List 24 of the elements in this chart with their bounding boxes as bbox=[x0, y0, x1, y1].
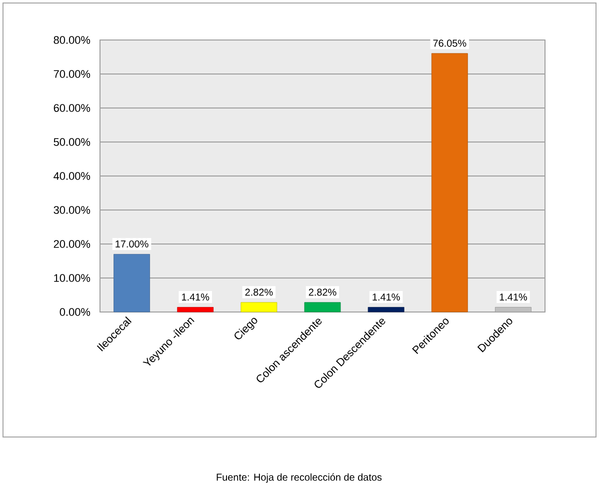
data-label: 2.82% bbox=[245, 288, 273, 296]
y-tick-label: 30.00% bbox=[54, 206, 90, 214]
y-tick-label: 10.00% bbox=[54, 274, 90, 282]
bar bbox=[240, 302, 278, 312]
data-label: 17.00% bbox=[116, 240, 148, 248]
y-tick-label: 70.00% bbox=[54, 70, 90, 78]
y-tick-label: 80.00% bbox=[54, 36, 90, 44]
data-label: 1.41% bbox=[182, 294, 210, 301]
bar bbox=[495, 307, 532, 312]
data-label: 76.05% bbox=[433, 40, 466, 47]
data-label: 2.82% bbox=[308, 288, 336, 296]
data-label: 1.41% bbox=[372, 294, 400, 301]
y-tick-label: 50.00% bbox=[54, 138, 90, 146]
y-tick-label: 0.00% bbox=[60, 308, 90, 316]
bar bbox=[177, 307, 214, 312]
data-label: 1.41% bbox=[500, 294, 527, 301]
bar bbox=[431, 53, 468, 312]
y-tick-label: 60.00% bbox=[54, 104, 90, 112]
bar bbox=[368, 307, 404, 312]
bar bbox=[304, 302, 341, 312]
bar bbox=[114, 254, 150, 312]
y-tick-label: 40.00% bbox=[54, 172, 90, 180]
source-note: Fuente: Hoja de recolección de datos bbox=[216, 473, 382, 483]
y-tick-label: 20.00% bbox=[54, 240, 90, 248]
